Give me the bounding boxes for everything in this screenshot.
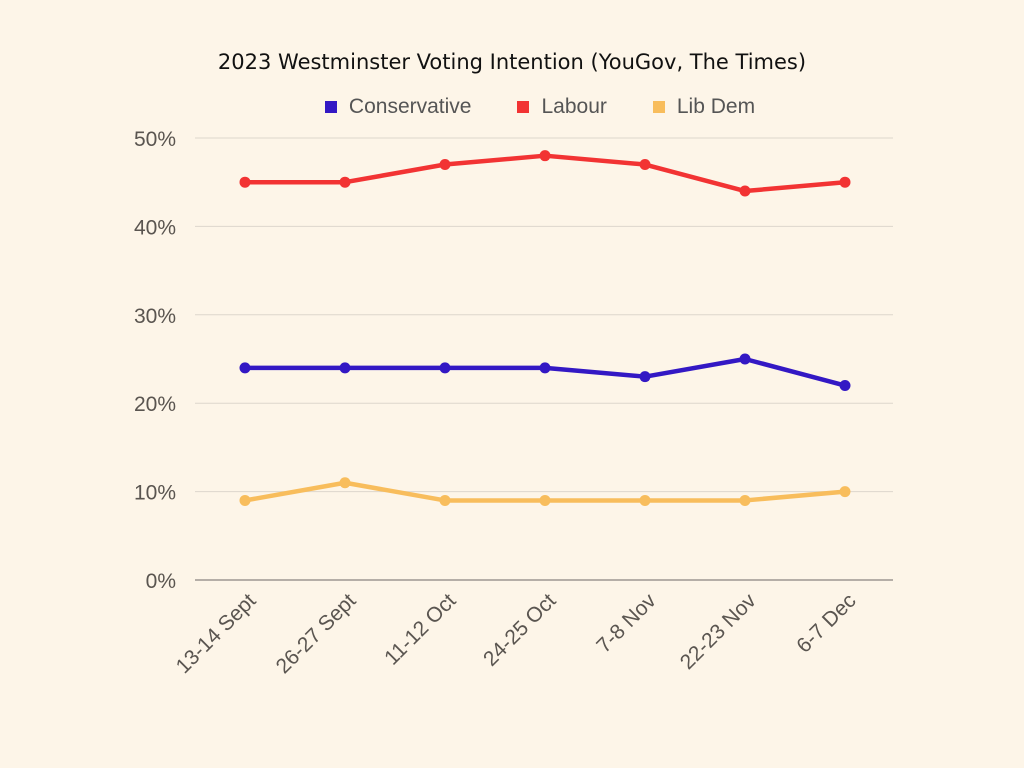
data-point-labour[interactable] — [339, 176, 351, 188]
data-point-conservative[interactable] — [539, 362, 551, 374]
data-point-labour[interactable] — [239, 176, 251, 188]
legend-label-labour: Labour — [541, 95, 607, 118]
data-point-labour[interactable] — [739, 185, 751, 197]
gridlines — [195, 137, 893, 581]
legend-swatch-lib-dem — [652, 101, 665, 113]
data-point-lib-dem[interactable] — [239, 494, 251, 506]
legend-item-labour[interactable]: Labour — [517, 95, 607, 119]
legend-swatch-labour — [517, 101, 530, 113]
data-point-conservative[interactable] — [739, 353, 751, 365]
legend-swatch-conservative — [324, 101, 337, 113]
y-tick-label: 50% — [134, 128, 176, 151]
data-point-conservative[interactable] — [239, 362, 251, 374]
x-axis-ticks: 13-14 Sept 26-27 Sept 11-12 Oct 24-25 Oct 7-… — [172, 589, 861, 678]
legend-item-lib-dem[interactable]: Lib Dem — [652, 95, 756, 119]
y-axis-ticks: 0% 10% 20% 30% 40% 50% — [134, 128, 176, 593]
data-point-conservative[interactable] — [439, 362, 451, 374]
x-tick-label: 24-25 Oct — [479, 589, 561, 671]
legend-item-conservative[interactable]: Conservative — [324, 95, 472, 119]
data-point-labour[interactable] — [539, 150, 551, 162]
data-point-labour[interactable] — [839, 176, 851, 188]
y-tick-label: 40% — [134, 216, 176, 239]
data-point-conservative[interactable] — [839, 380, 851, 392]
data-point-lib-dem[interactable] — [539, 494, 551, 506]
legend-label-lib-dem: Lib Dem — [676, 95, 756, 118]
y-tick-label: 0% — [146, 570, 176, 593]
data-point-lib-dem[interactable] — [439, 494, 451, 506]
legend-label-conservative: Conservative — [348, 95, 472, 118]
legend: Conservative Labour Lib Dem — [0, 95, 1024, 119]
x-tick-label: 11-12 Oct — [380, 589, 460, 669]
data-point-labour[interactable] — [439, 159, 451, 171]
y-tick-label: 10% — [134, 482, 176, 505]
series-lines — [239, 150, 851, 506]
data-point-conservative[interactable] — [339, 362, 351, 374]
series-labour — [239, 150, 851, 197]
data-point-lib-dem[interactable] — [839, 486, 851, 498]
data-point-lib-dem[interactable] — [339, 477, 351, 489]
y-tick-label: 20% — [134, 393, 176, 416]
chart-title: 2023 Westminster Voting Intention (YouGo… — [217, 50, 807, 74]
y-tick-label: 30% — [134, 305, 176, 328]
x-tick-label: 13-14 Sept — [172, 589, 261, 678]
series-conservative — [239, 353, 851, 392]
data-point-lib-dem[interactable] — [739, 494, 751, 506]
data-point-conservative[interactable] — [639, 371, 651, 383]
series-lib-dem — [239, 477, 851, 506]
data-point-lib-dem[interactable] — [639, 494, 651, 506]
data-point-labour[interactable] — [639, 159, 651, 171]
x-tick-label: 6-7 Dec — [792, 589, 860, 657]
x-tick-label: 22-23 Nov — [676, 589, 761, 674]
x-tick-label: 26-27 Sept — [272, 589, 361, 678]
x-tick-label: 7-8 Nov — [592, 589, 661, 658]
